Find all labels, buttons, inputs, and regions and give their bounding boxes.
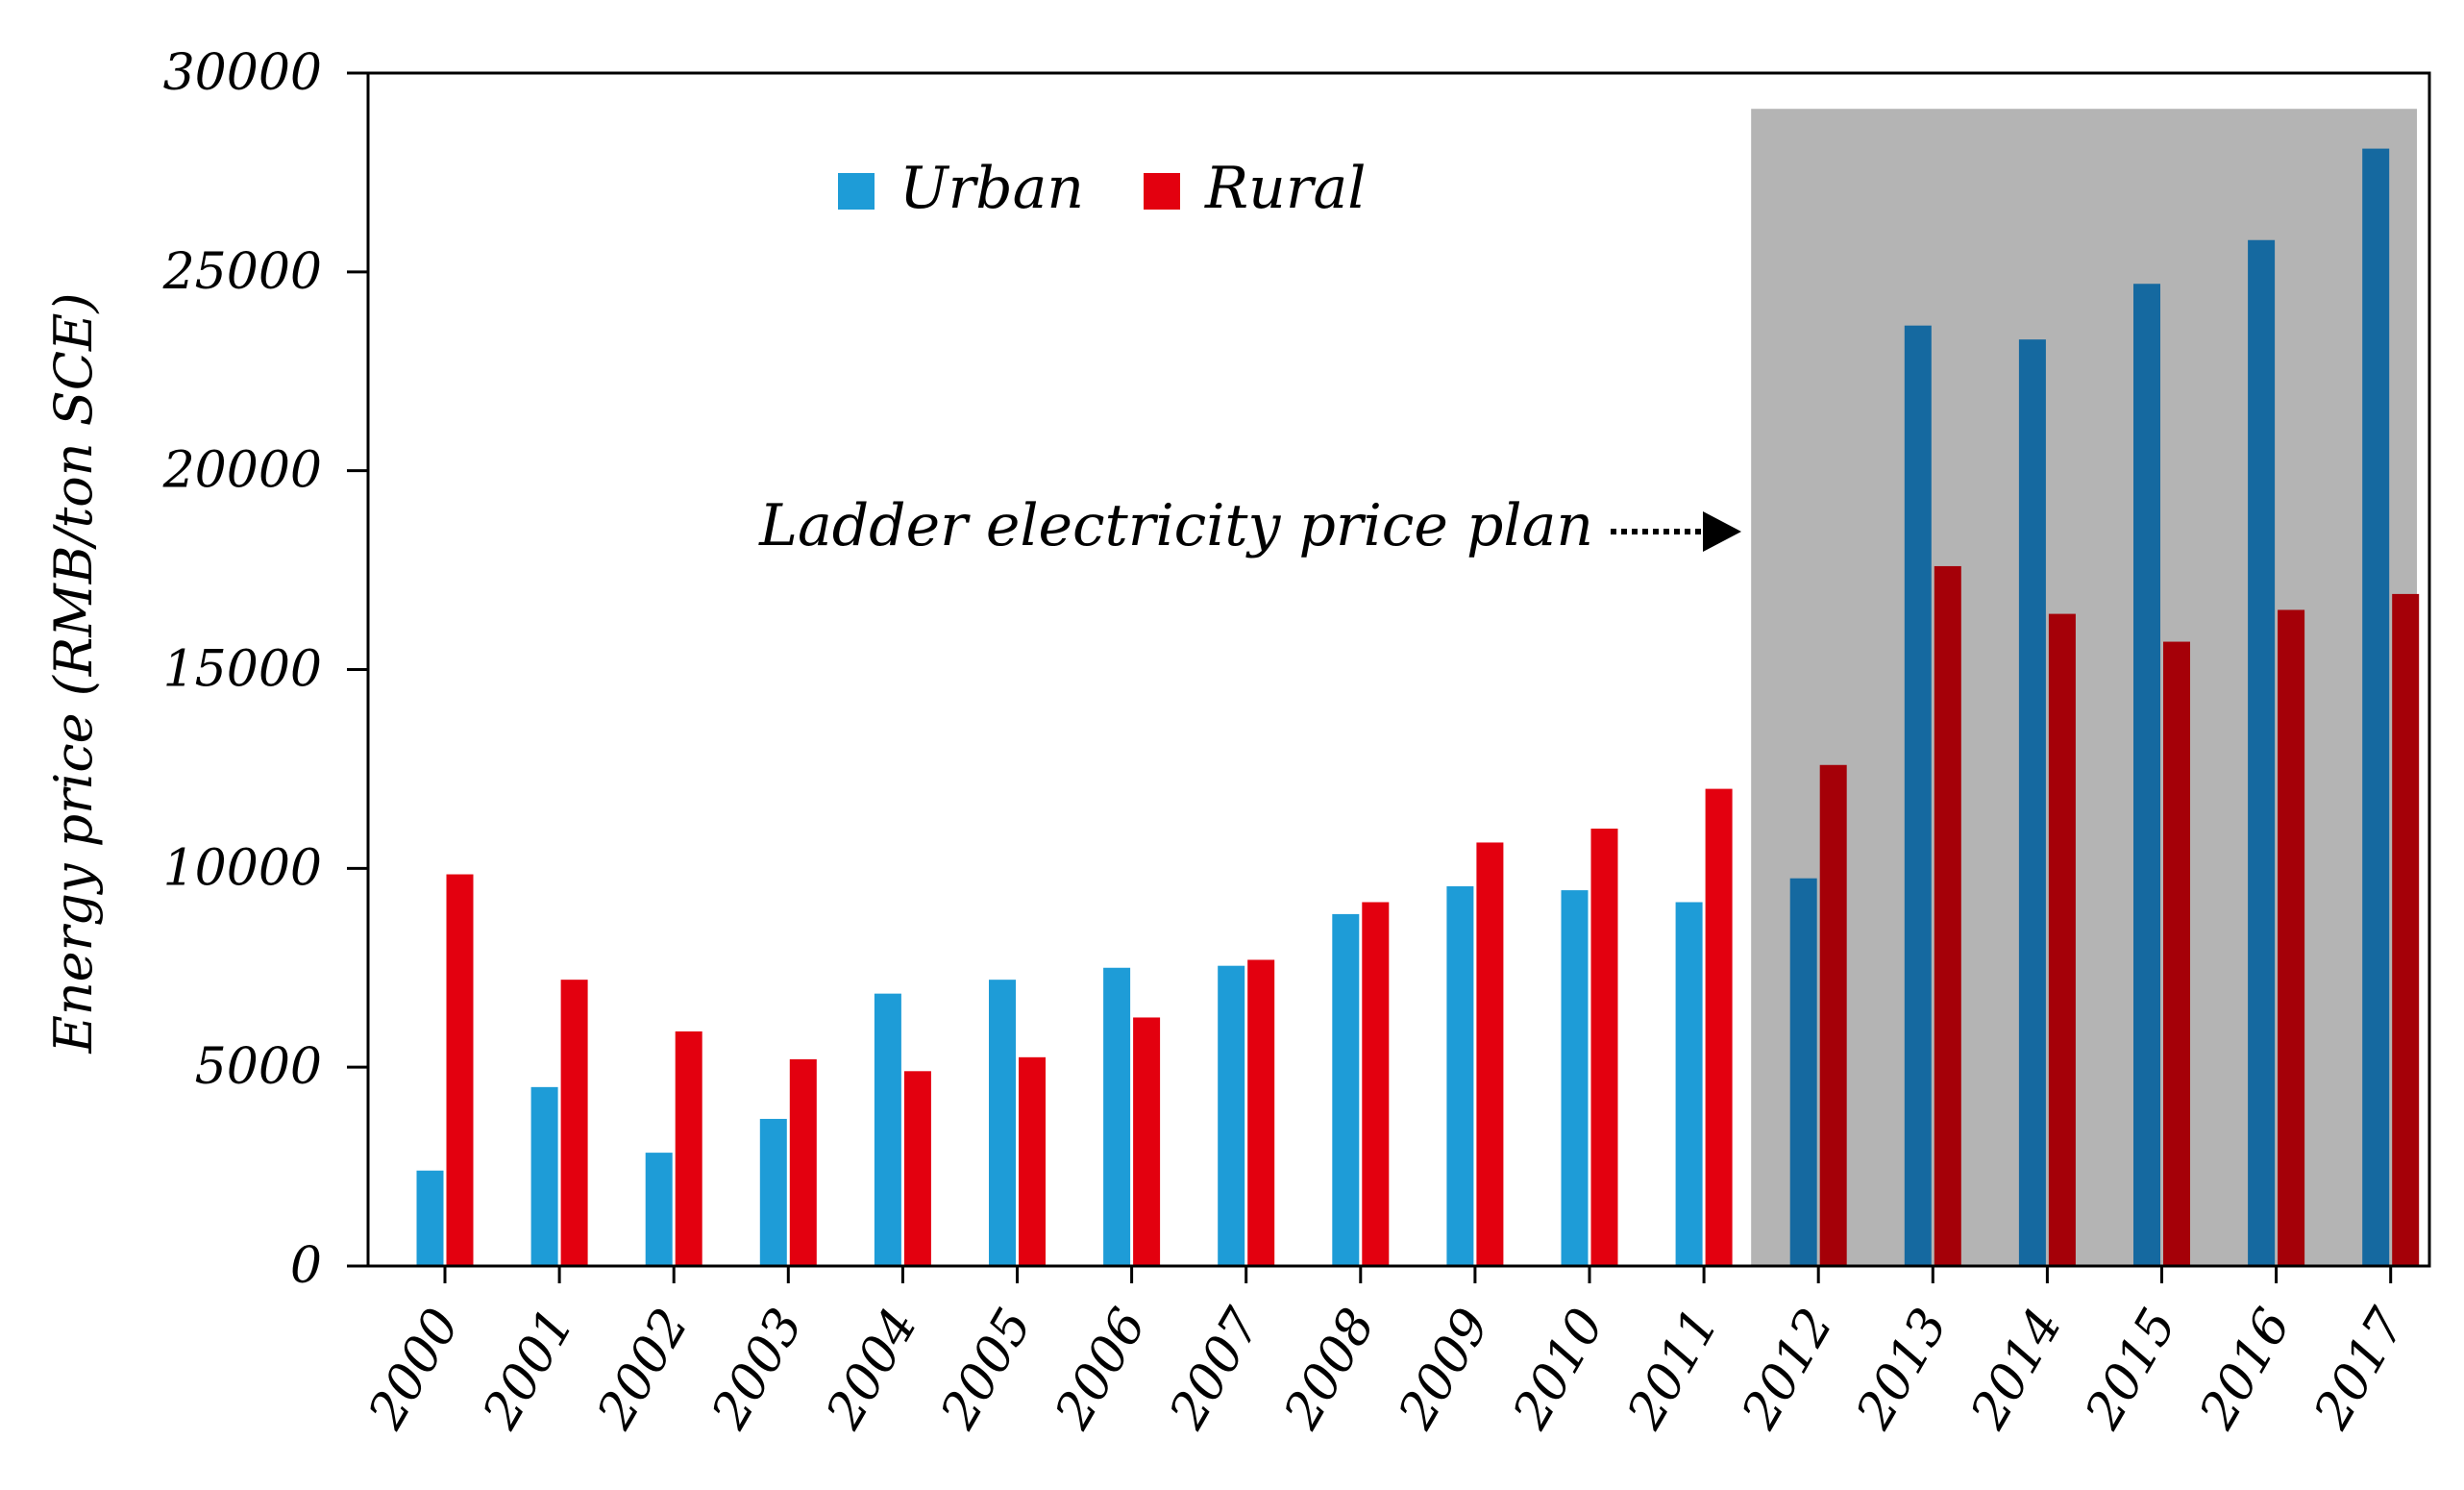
- bar-rural-2003: [789, 1058, 817, 1266]
- bar-rural-2000: [446, 874, 474, 1266]
- x-tick-label-2006: 2006: [1044, 1300, 1158, 1439]
- bar-rural-2007: [1247, 959, 1275, 1266]
- x-tick-label-2008: 2008: [1272, 1300, 1387, 1439]
- bar-rural-2001: [560, 980, 588, 1266]
- bar-urban-2001: [530, 1086, 558, 1266]
- x-tick-label-2015: 2015: [2074, 1300, 2188, 1439]
- bar-urban-2003: [759, 1118, 787, 1266]
- annotation-arrow-head: [1703, 511, 1741, 552]
- legend-swatch-rural: [1144, 173, 1180, 210]
- y-tick-label-25000: 25000: [162, 243, 322, 301]
- bar-rural-2015: [2163, 641, 2190, 1266]
- x-tick-label-2009: 2009: [1388, 1300, 1502, 1439]
- bar-urban-2006: [1103, 967, 1131, 1266]
- x-tick-label-2017: 2017: [2303, 1299, 2417, 1439]
- bar-urban-2014: [2018, 339, 2046, 1266]
- y-tick-label-30000: 30000: [163, 44, 322, 102]
- y-tick-label-5000: 5000: [195, 1038, 322, 1096]
- x-tick-label-2010: 2010: [1502, 1300, 1616, 1439]
- bar-urban-2000: [416, 1170, 444, 1266]
- y-tick-label-10000: 10000: [163, 839, 322, 897]
- bar-rural-2012: [1819, 764, 1847, 1266]
- bar-rural-2009: [1476, 842, 1504, 1266]
- x-tick-label-2012: 2012: [1731, 1300, 1845, 1439]
- x-tick-label-2011: 2011: [1616, 1300, 1731, 1439]
- bar-rural-2008: [1362, 902, 1390, 1266]
- legend-swatch-urban: [838, 173, 875, 210]
- bar-urban-2016: [2248, 239, 2276, 1267]
- bar-urban-2013: [1904, 325, 1932, 1266]
- x-tick-label-2000: 2000: [357, 1300, 472, 1439]
- x-tick-label-2004: 2004: [815, 1300, 929, 1439]
- shaded-region: [1751, 109, 2417, 1267]
- x-tick-label-2005: 2005: [929, 1300, 1044, 1439]
- bar-rural-2005: [1019, 1056, 1046, 1266]
- bar-rural-2002: [675, 1031, 702, 1266]
- x-tick-label-2016: 2016: [2188, 1300, 2303, 1439]
- bar-urban-2009: [1446, 885, 1474, 1266]
- y-axis-title: Energy price (RMB/ton SCE): [43, 292, 104, 1054]
- bar-rural-2017: [2392, 593, 2420, 1266]
- bar-rural-2006: [1133, 1017, 1161, 1266]
- bar-rural-2010: [1590, 828, 1618, 1266]
- bar-urban-2011: [1675, 902, 1703, 1266]
- bar-rural-2004: [903, 1071, 931, 1266]
- legend-label-rural: Rural: [1204, 155, 1366, 222]
- annotation-text: Ladder electricity price plan: [758, 492, 1593, 559]
- bar-rural-2014: [2048, 613, 2076, 1266]
- y-tick-label-15000: 15000: [163, 641, 322, 699]
- bar-urban-2012: [1789, 878, 1817, 1266]
- x-tick-label-2003: 2003: [701, 1300, 815, 1439]
- bar-rural-2013: [1934, 565, 1961, 1266]
- bar-rural-2016: [2278, 609, 2305, 1266]
- y-tick-label-20000: 20000: [162, 442, 322, 500]
- bar-urban-2015: [2133, 284, 2160, 1266]
- bar-urban-2007: [1218, 965, 1245, 1266]
- bar-urban-2004: [874, 993, 901, 1266]
- bar-urban-2002: [645, 1153, 673, 1266]
- legend-label-urban: Urban: [899, 155, 1084, 222]
- x-tick-label-2001: 2001: [472, 1300, 586, 1439]
- x-tick-label-2007: 2007: [1158, 1299, 1272, 1439]
- bar-urban-2010: [1561, 890, 1589, 1266]
- x-tick-label-2013: 2013: [1845, 1300, 1959, 1439]
- y-tick-label-0: 0: [290, 1237, 322, 1295]
- bar-rural-2011: [1705, 788, 1733, 1266]
- x-tick-label-2002: 2002: [586, 1300, 701, 1439]
- x-tick-label-2014: 2014: [1959, 1300, 2074, 1439]
- bar-urban-2005: [989, 980, 1016, 1266]
- bar-urban-2017: [2362, 148, 2390, 1266]
- bar-urban-2008: [1332, 913, 1360, 1266]
